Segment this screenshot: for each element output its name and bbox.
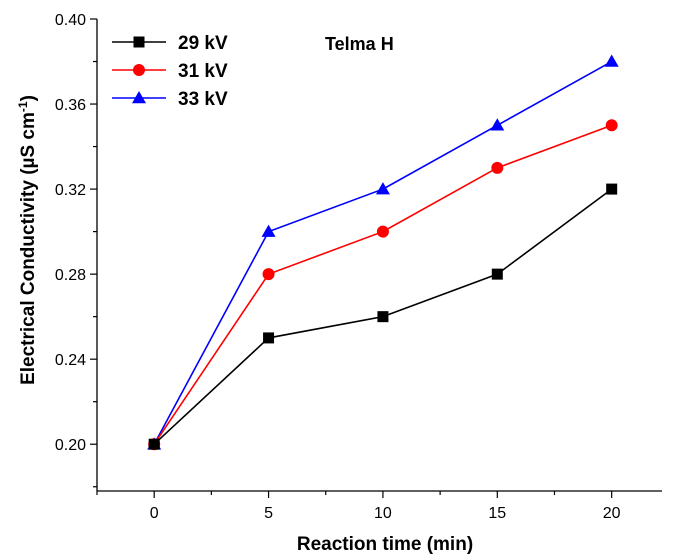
data-point — [606, 183, 618, 195]
legend-marker — [133, 64, 145, 76]
series-layer — [147, 54, 619, 451]
series-31-kv — [148, 119, 618, 451]
series-line — [153, 60, 613, 445]
x-tick-label: 15 — [488, 505, 506, 522]
legend-label: 31 kV — [178, 61, 228, 82]
data-point — [491, 268, 503, 280]
data-point — [605, 119, 618, 132]
data-point — [377, 311, 389, 323]
data-point — [376, 225, 389, 238]
legend-item: 29 kV — [112, 33, 228, 54]
y-tick-label: 0.24 — [55, 352, 86, 369]
legend-item: 31 kV — [112, 61, 228, 82]
data-point — [262, 268, 275, 281]
series-33-kv — [147, 54, 619, 450]
y-axis-title: Electrical Conductivity (µS cm-1) — [16, 95, 39, 385]
legend-marker — [133, 36, 145, 48]
x-tick-label: 10 — [374, 505, 392, 522]
y-axis-title-superscript: -1 — [16, 101, 30, 112]
x-tick-label: 0 — [150, 505, 159, 522]
y-tick-label: 0.36 — [55, 97, 86, 114]
y-axis-title-tail: ) — [18, 95, 39, 101]
legend-item: 33 kV — [112, 89, 228, 110]
data-point — [148, 438, 160, 450]
data-point — [375, 182, 390, 195]
y-tick-label: 0.20 — [55, 437, 86, 454]
y-axis-title-main: Electrical Conductivity (µS cm — [18, 112, 39, 385]
legend-marker — [132, 91, 146, 104]
y-tick-label: 0.32 — [55, 182, 86, 199]
data-point — [263, 332, 275, 344]
legend-label: 29 kV — [178, 33, 228, 54]
legend-label: 33 kV — [178, 89, 228, 110]
ticks: 0.20 0.24 0.28 0.32 0.36 0.40 0 5 10 15 20 — [55, 12, 621, 522]
series-29-kv — [148, 183, 618, 450]
series-line — [153, 124, 612, 445]
x-tick-label: 5 — [264, 505, 273, 522]
x-axis-title: Reaction time (min) — [297, 534, 473, 555]
y-tick-label: 0.28 — [55, 267, 86, 284]
y-tick-label: 0.40 — [55, 12, 86, 29]
annotation-label: Telma H — [325, 34, 394, 54]
data-point — [490, 118, 505, 131]
x-tick-label: 20 — [603, 505, 621, 522]
data-point — [604, 54, 619, 67]
axes — [96, 19, 662, 492]
legend: 29 kV 31 kV 33 kV — [112, 33, 228, 110]
data-point — [491, 161, 504, 174]
data-point — [261, 224, 276, 237]
